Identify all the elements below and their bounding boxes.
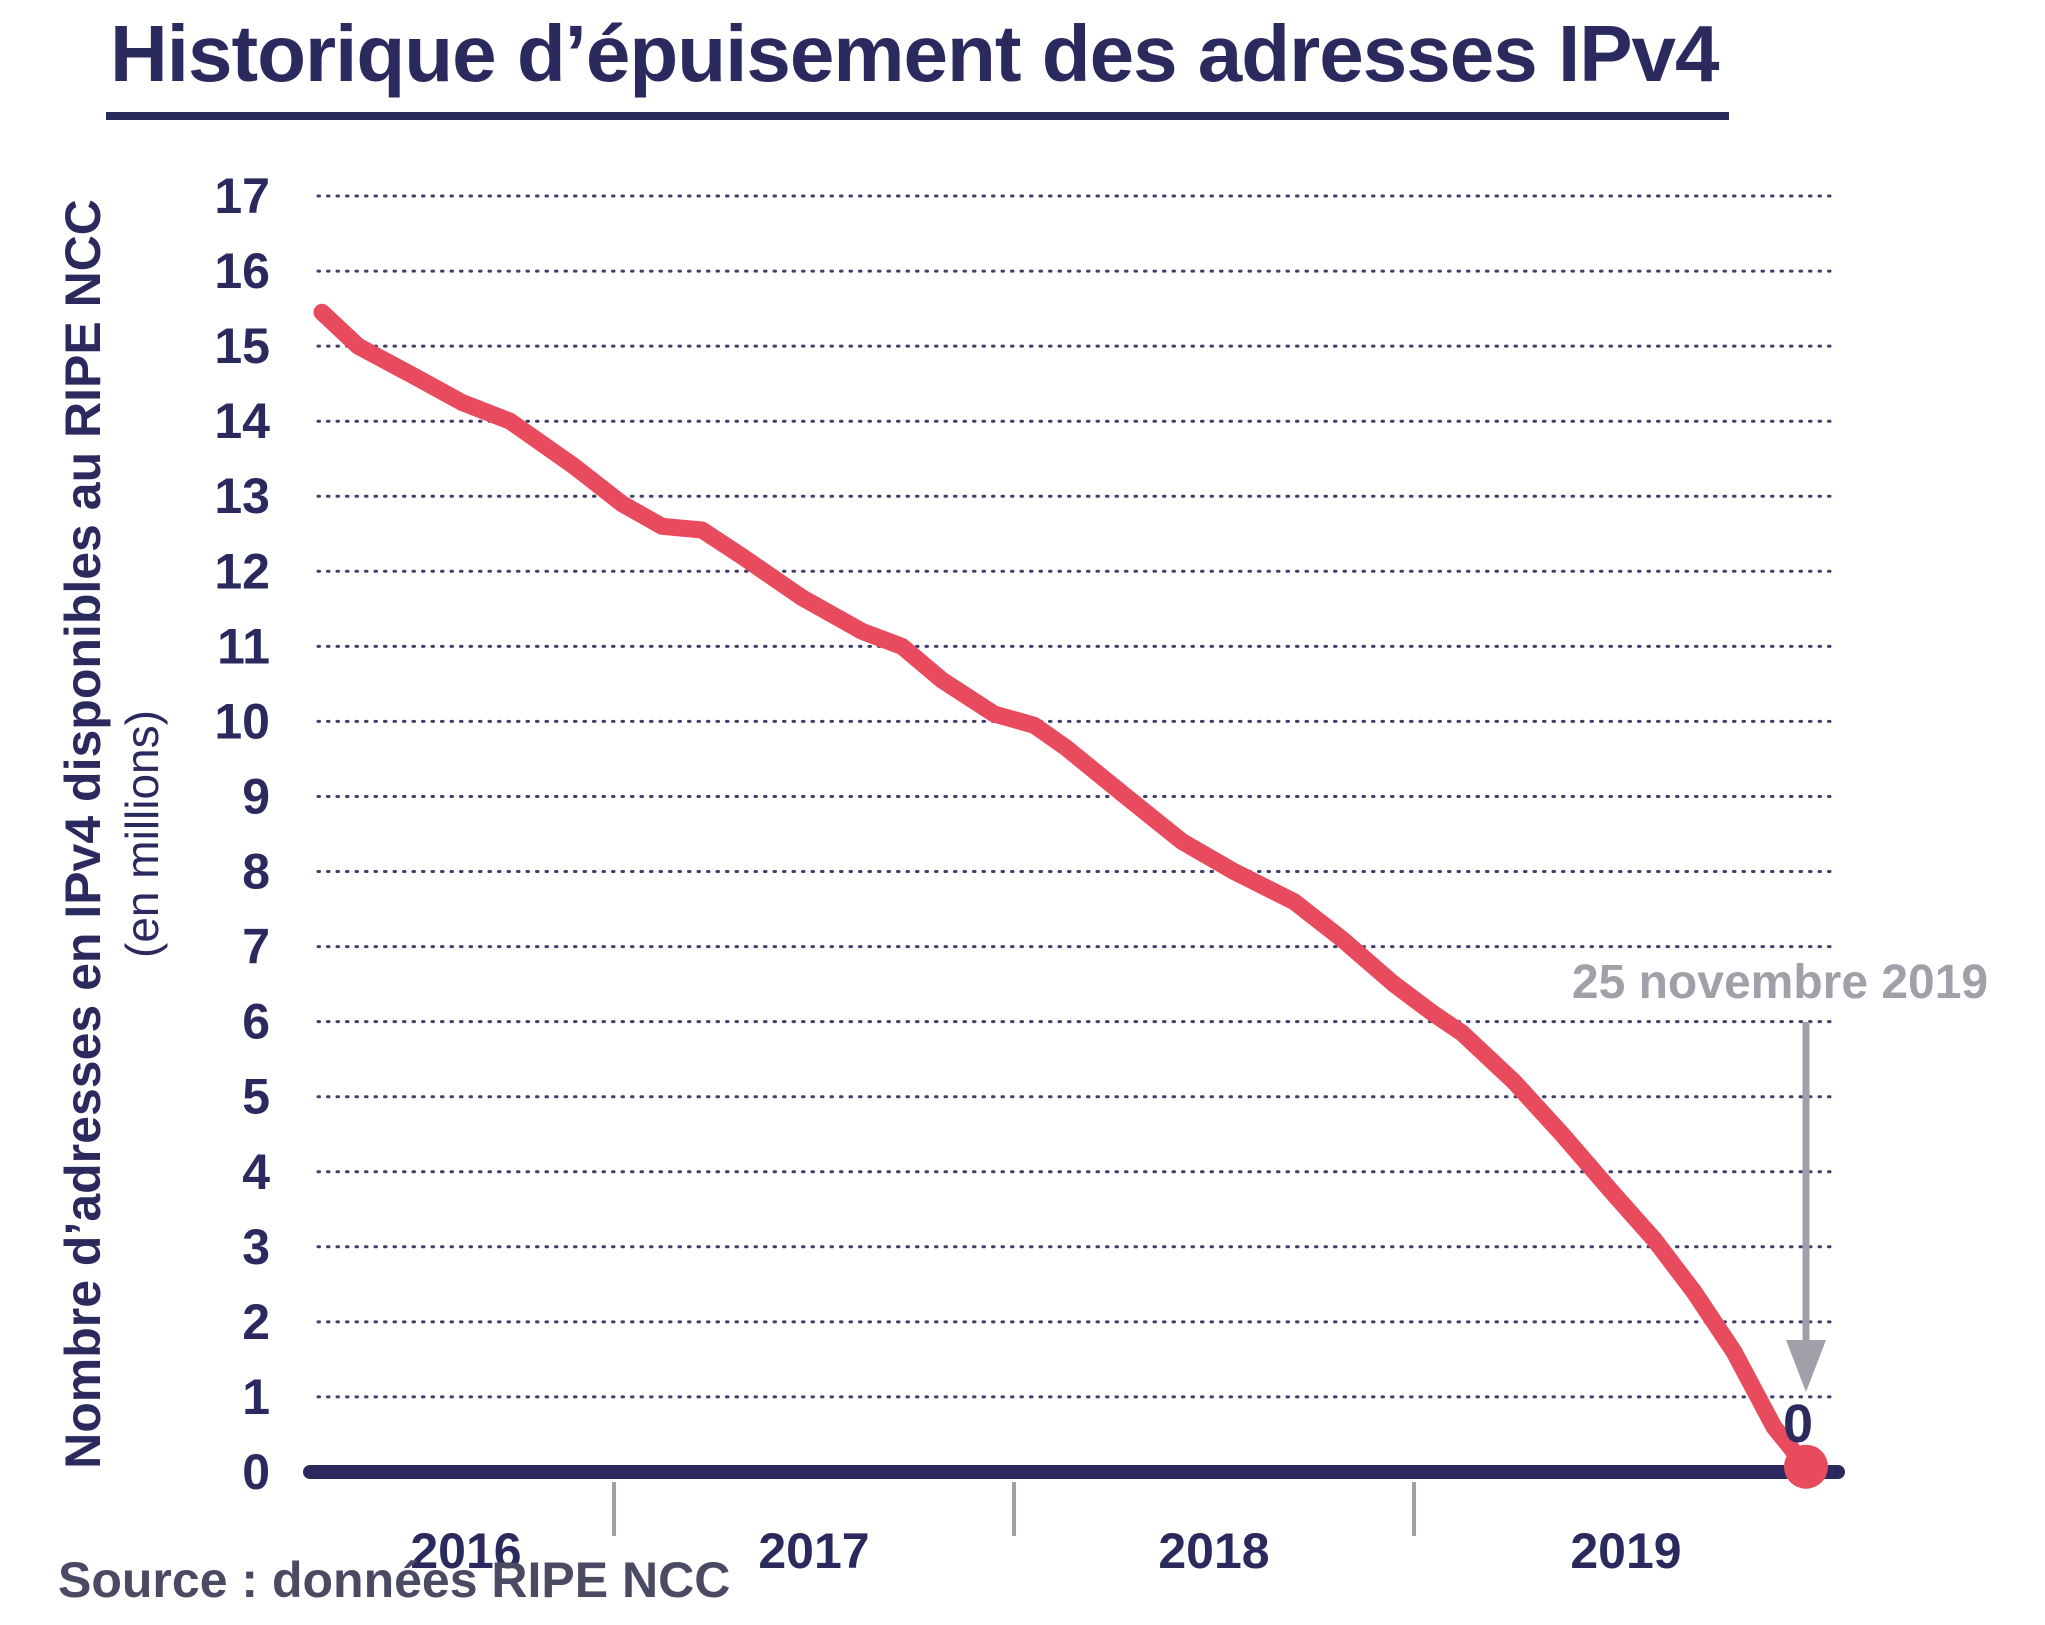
- y-tick-label: 16: [214, 243, 270, 299]
- y-tick-label: 6: [242, 994, 270, 1050]
- y-tick-label: 1: [242, 1369, 270, 1425]
- y-tick-label: 13: [214, 468, 270, 524]
- source-note: Source : données RIPE NCC: [58, 1552, 731, 1608]
- y-tick-label: 9: [242, 769, 270, 825]
- ipv4-available-line: [313, 303, 1815, 1476]
- x-tick-label: 2019: [1570, 1523, 1681, 1579]
- annotation-arrowhead-icon: [1786, 1340, 1826, 1392]
- y-tick-label: 3: [242, 1219, 270, 1275]
- y-tick-label: 5: [242, 1069, 270, 1125]
- x-tick-label: 2017: [758, 1523, 869, 1579]
- chart-title: Historique d’épuisement des adresses IPv…: [106, 8, 1729, 120]
- y-tick-label: 8: [242, 844, 270, 900]
- y-tick-label: 12: [214, 543, 270, 599]
- y-axis-label: Nombre d’adresses en IPv4 disponibles au…: [55, 199, 111, 1469]
- depletion-endpoint-dot: [1784, 1444, 1828, 1489]
- annotation-date-label: 25 novembre 2019: [1572, 956, 1988, 1009]
- annotation-zero-label: 0: [1783, 1394, 1813, 1454]
- y-tick-label: 14: [214, 393, 270, 449]
- y-tick-label: 15: [214, 318, 270, 374]
- y-tick-label: 2: [242, 1294, 270, 1350]
- y-tick-label: 0: [242, 1444, 270, 1500]
- y-tick-label: 7: [242, 919, 270, 975]
- x-tick-label: 2018: [1158, 1523, 1269, 1579]
- x-tick-label: 2016: [410, 1523, 521, 1579]
- y-tick-label: 4: [242, 1144, 270, 1200]
- y-tick-label: 11: [217, 618, 270, 674]
- y-tick-label: 10: [214, 693, 270, 749]
- y-tick-label: 17: [214, 168, 270, 224]
- y-axis-sublabel: (en millions): [116, 710, 168, 958]
